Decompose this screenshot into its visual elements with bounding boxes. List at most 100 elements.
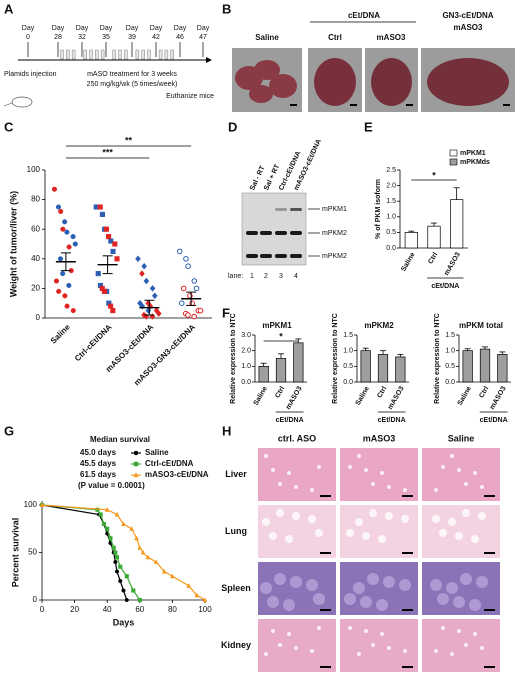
y-axis-label: Relative expression to NTC xyxy=(230,313,237,404)
data-point xyxy=(113,550,118,555)
band xyxy=(290,231,302,235)
tissue-feature xyxy=(378,535,386,543)
survival-line xyxy=(41,504,141,601)
tissue-feature xyxy=(287,471,291,475)
x-tick-label: mASO3 xyxy=(387,385,406,410)
x-tick-label: Saline xyxy=(400,251,416,272)
scale-bar xyxy=(484,552,495,554)
scale-bar xyxy=(484,666,495,668)
day-word: Day xyxy=(150,25,163,32)
band xyxy=(260,254,272,258)
y-tick-label: 0 xyxy=(33,595,38,604)
data-point xyxy=(114,569,120,574)
y-tick-label: 1.5 xyxy=(386,198,396,205)
data-point xyxy=(194,592,200,598)
bar xyxy=(293,342,304,383)
vial xyxy=(147,49,151,60)
tissue-feature xyxy=(380,471,384,475)
annotation: 45.0 days xyxy=(80,448,117,457)
y-tick-label: 0.0 xyxy=(445,379,455,386)
y-tick-label: 100 xyxy=(24,500,38,509)
x-tick-label: 0 xyxy=(40,605,45,614)
tissue-feature xyxy=(446,582,458,594)
data-point xyxy=(53,278,60,284)
bar xyxy=(360,350,371,383)
data-point xyxy=(118,564,123,569)
y-tick-label: 0.5 xyxy=(445,363,455,370)
day-word: Day xyxy=(100,25,113,32)
data-point xyxy=(185,312,191,318)
tissue-feature xyxy=(376,599,388,611)
liver-lobe xyxy=(254,60,280,80)
scale-bar xyxy=(320,495,331,497)
vial xyxy=(164,49,169,60)
y-tick-label: 60 xyxy=(31,224,40,233)
data-point xyxy=(143,277,150,285)
tissue-feature xyxy=(348,626,352,630)
lane-header: mASO3-cEt/DNA xyxy=(293,138,323,191)
tissue-feature xyxy=(290,576,302,588)
tissue-feature xyxy=(471,535,479,543)
tissue-feature xyxy=(441,465,445,469)
scale-bar xyxy=(406,104,413,106)
data-point xyxy=(113,559,118,565)
panel-letter: F xyxy=(222,305,230,320)
data-point xyxy=(99,211,105,217)
tissue-feature xyxy=(269,532,277,540)
tissue-feature xyxy=(473,471,477,475)
panel-letter: G xyxy=(4,423,14,438)
band xyxy=(275,254,287,258)
y-tick-label: 2.0 xyxy=(386,182,396,189)
tissue-feature xyxy=(364,629,368,633)
band xyxy=(275,231,287,235)
band xyxy=(246,231,258,235)
tissue-feature xyxy=(262,518,270,526)
end-label: Euthanize mice xyxy=(166,93,214,100)
x-tick-label: mASO3 xyxy=(285,385,304,410)
bar xyxy=(497,354,508,383)
tissue-feature xyxy=(283,599,295,611)
tissue-feature xyxy=(401,515,409,523)
tissue-feature xyxy=(457,468,461,472)
liver xyxy=(371,58,412,106)
micrograph xyxy=(422,448,500,501)
vial xyxy=(83,49,87,60)
bar xyxy=(427,225,441,249)
legend-label: mPKM1 xyxy=(460,150,486,157)
vial xyxy=(112,49,116,60)
data-point xyxy=(105,526,110,531)
survival-line xyxy=(41,504,206,601)
data-point xyxy=(202,597,208,603)
micrograph xyxy=(422,619,500,672)
data-point xyxy=(180,285,187,292)
data-point xyxy=(183,256,189,262)
data-point xyxy=(60,271,66,277)
mouse-icon xyxy=(11,96,33,108)
data-point xyxy=(129,526,135,531)
bar xyxy=(479,348,491,383)
x-tick-label: Saline xyxy=(49,322,72,345)
data-point xyxy=(66,282,72,288)
tissue-feature xyxy=(399,579,411,591)
dose-label: 250 mg/kg/wk (5 times/week) xyxy=(87,81,178,88)
data-point xyxy=(155,310,162,317)
data-point xyxy=(111,545,116,550)
tissue-feature xyxy=(346,529,354,537)
y-axis-label: Weight of tumor/liver (%) xyxy=(8,191,18,297)
data-point xyxy=(191,313,197,320)
chart-title: mPKM2 xyxy=(364,321,394,330)
data-point xyxy=(64,229,70,235)
tissue-feature xyxy=(355,518,363,526)
y-tick-label: 3.0 xyxy=(241,332,251,339)
y-tick-label: 2.0 xyxy=(241,348,251,355)
row-label: Lung xyxy=(225,526,247,536)
tissue-feature xyxy=(344,593,356,605)
data-point xyxy=(118,578,123,584)
data-point xyxy=(103,226,109,232)
photo-label: Ctrl xyxy=(328,33,342,42)
x-tick-label: mASO3 xyxy=(443,251,462,276)
data-point xyxy=(139,270,145,277)
vial xyxy=(100,49,105,60)
band-label: mPKM2 xyxy=(322,253,347,260)
column-label: ctrl. ASO xyxy=(278,433,316,443)
